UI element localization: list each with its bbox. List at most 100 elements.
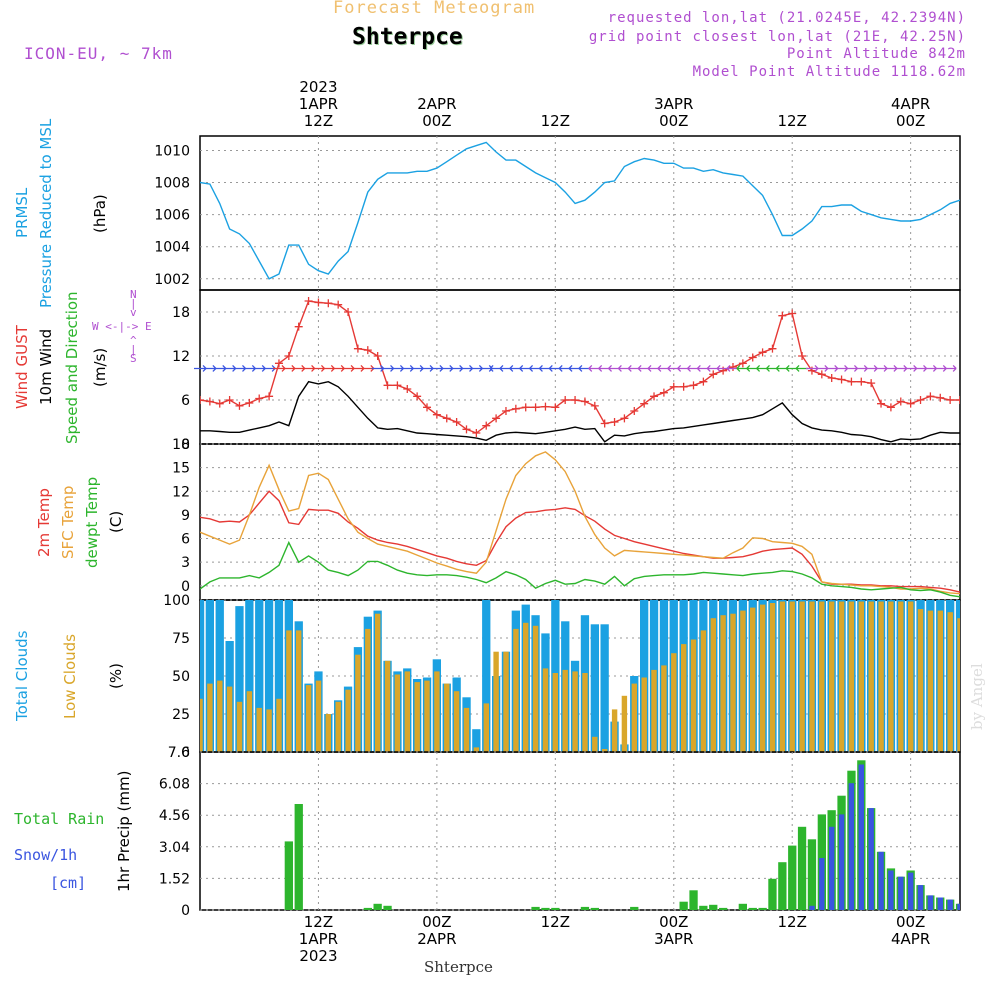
bar-low-clouds	[898, 601, 904, 752]
bar-low-clouds	[651, 669, 657, 752]
gust-marker	[926, 392, 935, 401]
bar-low-clouds	[829, 601, 835, 752]
gust-marker	[886, 403, 895, 412]
y-tick-label: 1004	[154, 240, 190, 256]
y-tick-label: 0	[181, 745, 190, 761]
bar-total-rain	[748, 907, 757, 910]
gust-marker	[709, 370, 718, 379]
gust-marker	[857, 377, 866, 386]
gust-marker	[620, 414, 629, 423]
y-tick-label: 4.56	[159, 808, 190, 824]
gust-marker	[235, 401, 244, 410]
y-tick-label: 9	[181, 508, 190, 524]
bar-snow	[868, 808, 874, 910]
time-axis-line: 12Z	[777, 112, 807, 130]
gust-marker	[956, 396, 960, 404]
time-axis-line: 4APR	[891, 95, 931, 113]
bar-snow	[947, 899, 953, 910]
bar-low-clouds	[365, 628, 371, 752]
y-tick-label: 100	[163, 593, 190, 609]
time-axis-line: 12Z	[540, 913, 570, 931]
bar-low-clouds	[542, 668, 549, 752]
time-axis-line: 00Z	[659, 913, 689, 931]
time-axis-label: 12Z	[752, 914, 832, 931]
time-axis-line: 12Z	[540, 112, 570, 130]
bar-low-clouds	[769, 603, 776, 752]
time-axis-label: 2023 1APR 12Z	[278, 79, 358, 130]
bar-low-clouds	[463, 707, 470, 752]
bar-total-rain	[699, 905, 708, 910]
y-tick-label: 0	[181, 579, 190, 595]
bar-snow	[917, 885, 924, 910]
gust-marker	[867, 379, 876, 388]
bar-snow	[927, 895, 934, 910]
time-axis-label: 12Z	[515, 113, 595, 130]
gust-marker	[432, 410, 441, 419]
bar-total-clouds	[274, 600, 284, 752]
y-tick-label: 3.04	[159, 840, 190, 856]
gust-marker	[768, 344, 777, 353]
bar-total-rain	[719, 907, 728, 910]
gust-marker	[205, 397, 214, 406]
bar-low-clouds	[838, 601, 845, 752]
bar-low-clouds	[710, 618, 716, 752]
bar-low-clouds	[661, 665, 667, 752]
y-tick-label: 7.6	[168, 745, 190, 761]
bar-low-clouds	[513, 628, 519, 752]
bar-total-clouds	[600, 624, 609, 752]
time-axis-label: 2APR 00Z	[397, 96, 477, 130]
bar-low-clouds	[947, 612, 953, 752]
bar-total-rain	[590, 907, 599, 910]
gust-marker	[265, 392, 274, 401]
time-axis-label: 00Z 4APR	[871, 914, 951, 948]
bar-low-clouds	[375, 613, 381, 752]
bar-low-clouds	[296, 630, 302, 752]
gust-marker	[906, 399, 915, 408]
time-axis-line: 1APR	[298, 930, 339, 948]
gust-marker	[610, 418, 619, 426]
gust-marker	[492, 414, 501, 423]
gust-marker	[255, 394, 264, 403]
time-axis-line: 1APR	[298, 95, 339, 113]
bar-low-clouds	[256, 707, 262, 752]
bar-total-rain	[284, 841, 293, 910]
bar-low-clouds	[523, 622, 529, 752]
series-line-1	[200, 380, 960, 443]
gust-marker	[847, 377, 856, 386]
bar-low-clouds	[217, 680, 223, 752]
bar-low-clouds	[720, 615, 726, 752]
gust-marker	[462, 425, 471, 434]
gust-marker	[758, 348, 767, 357]
panel-data	[200, 451, 960, 598]
point-altitude: Point Altitude 842m	[786, 46, 966, 62]
gust-marker	[442, 414, 451, 423]
bar-low-clouds	[236, 701, 243, 752]
bar-total-clouds	[215, 600, 224, 752]
bar-low-clouds	[957, 618, 960, 752]
gust-marker	[916, 396, 925, 404]
gust-marker	[501, 407, 510, 415]
bar-low-clouds	[315, 680, 322, 752]
bar-total-rain	[383, 905, 392, 910]
gust-marker	[294, 322, 303, 331]
bar-snow	[809, 905, 815, 910]
bar-snow	[819, 858, 825, 910]
time-axis-line: 00Z	[422, 913, 452, 931]
gust-marker	[877, 399, 886, 408]
bar-low-clouds	[434, 671, 440, 752]
panel-clouds: 0 25 50 75 100	[163, 593, 961, 761]
bar-total-rain	[778, 862, 787, 910]
bar-total-rain	[689, 890, 698, 910]
bar-low-clouds	[700, 630, 707, 752]
bar-total-rain	[679, 901, 688, 910]
footer-location: Shterpce	[424, 958, 493, 976]
bar-total-rain	[541, 907, 550, 910]
gust-marker	[482, 421, 491, 430]
time-axis-line: 12Z	[303, 112, 334, 130]
y-tick-label: 6	[181, 393, 190, 409]
gust-marker	[580, 397, 589, 406]
gust-marker	[896, 397, 905, 406]
panel-frame	[199, 751, 961, 911]
bar-low-clouds	[532, 625, 539, 752]
bar-low-clouds	[681, 644, 687, 752]
